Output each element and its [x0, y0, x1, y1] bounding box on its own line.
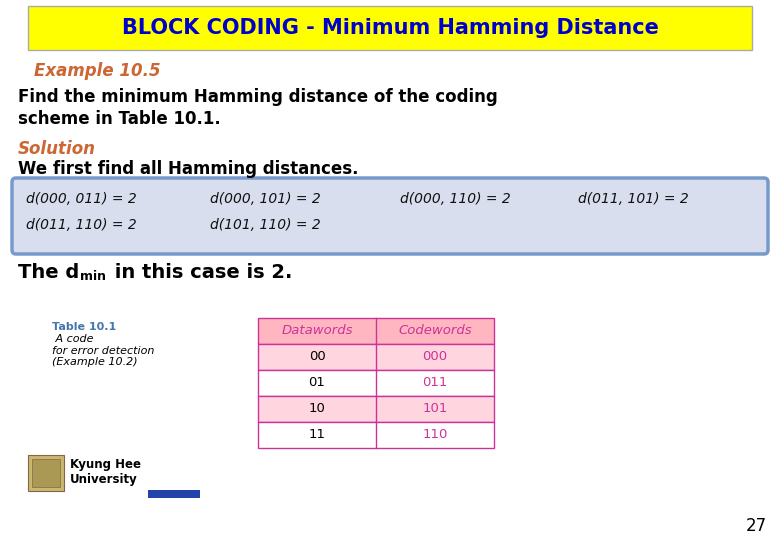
- Text: 011: 011: [422, 376, 448, 389]
- Bar: [258, 370, 494, 396]
- Bar: [258, 318, 494, 344]
- Text: min: min: [80, 270, 106, 283]
- Text: 27: 27: [746, 517, 767, 535]
- Text: Table 10.1: Table 10.1: [52, 322, 116, 332]
- FancyBboxPatch shape: [12, 178, 768, 254]
- Bar: [28, 455, 64, 491]
- Text: d(011, 101) = 2: d(011, 101) = 2: [578, 192, 689, 206]
- Text: scheme in Table 10.1.: scheme in Table 10.1.: [18, 110, 221, 128]
- Text: in this case is 2.: in this case is 2.: [108, 263, 292, 282]
- Text: Solution: Solution: [18, 140, 96, 158]
- Bar: [258, 344, 494, 370]
- Bar: [258, 422, 494, 448]
- Text: d(000, 011) = 2: d(000, 011) = 2: [26, 192, 136, 206]
- Bar: [148, 490, 200, 498]
- Text: Codewords: Codewords: [398, 325, 472, 338]
- Text: d(101, 110) = 2: d(101, 110) = 2: [210, 218, 321, 232]
- Bar: [32, 459, 60, 487]
- Text: Kyung Hee
University: Kyung Hee University: [70, 458, 141, 486]
- Text: Example 10.5: Example 10.5: [34, 62, 161, 80]
- Text: We first find all Hamming distances.: We first find all Hamming distances.: [18, 160, 359, 178]
- Text: Find the minimum Hamming distance of the coding: Find the minimum Hamming distance of the…: [18, 88, 498, 106]
- Text: 11: 11: [309, 429, 325, 442]
- Text: d(000, 101) = 2: d(000, 101) = 2: [210, 192, 321, 206]
- Text: 110: 110: [422, 429, 448, 442]
- Bar: [28, 6, 752, 50]
- Text: A code
for error detection
(Example 10.2): A code for error detection (Example 10.2…: [52, 334, 154, 367]
- Text: BLOCK CODING - Minimum Hamming Distance: BLOCK CODING - Minimum Hamming Distance: [122, 18, 658, 38]
- Text: 101: 101: [422, 402, 448, 415]
- Text: 01: 01: [309, 376, 325, 389]
- Text: 10: 10: [309, 402, 325, 415]
- Bar: [258, 396, 494, 422]
- Text: d(000, 110) = 2: d(000, 110) = 2: [400, 192, 511, 206]
- Text: 00: 00: [309, 350, 325, 363]
- Text: 000: 000: [423, 350, 448, 363]
- Text: d(011, 110) = 2: d(011, 110) = 2: [26, 218, 136, 232]
- Text: Datawords: Datawords: [282, 325, 353, 338]
- Text: The d: The d: [18, 263, 80, 282]
